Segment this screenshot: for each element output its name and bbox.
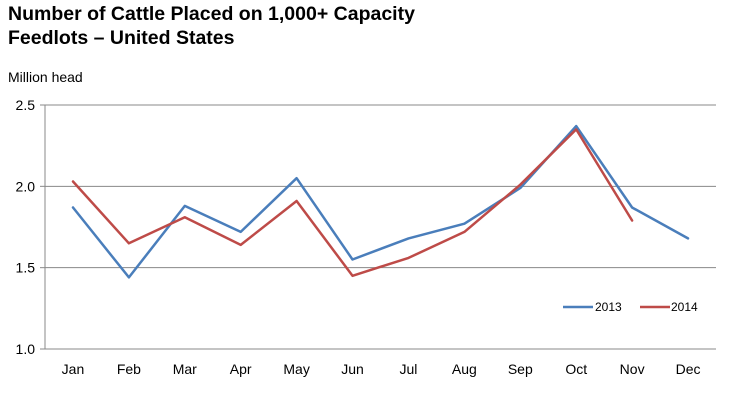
x-tick-label: Nov — [620, 361, 645, 377]
x-tick-label: Jan — [62, 361, 85, 377]
legend-label: 2013 — [595, 300, 622, 314]
x-tick-label: Aug — [452, 361, 477, 377]
legend: 2013 2014 — [563, 300, 698, 314]
x-tick-label: May — [283, 361, 309, 377]
data-point — [631, 206, 633, 209]
x-tick-label: Sep — [508, 361, 533, 377]
x-tick-label: Jul — [400, 361, 418, 377]
data-point — [183, 205, 186, 207]
data-point — [575, 125, 578, 127]
x-tick-label: Dec — [676, 361, 701, 377]
data-point — [407, 257, 410, 259]
y-tick-label: 2.0 — [16, 178, 36, 194]
data-point — [72, 206, 74, 209]
data-point — [687, 237, 689, 240]
chart-title-line1: Number of Cattle Placed on 1,000+ Capaci… — [8, 3, 415, 25]
data-point — [575, 128, 578, 131]
x-tick-label: Jun — [341, 361, 364, 377]
chart-title-line2: Feedlots – United States — [8, 27, 235, 49]
data-point — [72, 180, 74, 183]
data-point — [128, 242, 130, 245]
data-point — [295, 200, 298, 202]
data-point — [463, 231, 466, 233]
x-tick-label: Oct — [565, 361, 587, 377]
series-lines — [71, 124, 690, 279]
data-point — [519, 187, 522, 189]
x-tick-labels: Jan Feb Mar Apr May Jun Jul Aug Sep Oct Nov Dec — [62, 361, 701, 377]
x-tick-label: Mar — [173, 361, 197, 377]
series-line-2013 — [71, 124, 690, 279]
gridlines — [40, 104, 716, 350]
data-point — [351, 275, 354, 277]
data-point — [239, 244, 242, 246]
data-point — [407, 237, 410, 240]
data-point — [128, 276, 130, 279]
y-tick-labels: 1.0 1.5 2.0 2.5 — [16, 97, 36, 357]
y-tick-label: 1.0 — [16, 341, 36, 357]
y-axis-label: Million head — [8, 69, 83, 85]
data-point — [519, 183, 522, 186]
legend-label: 2014 — [671, 300, 698, 314]
data-point — [183, 216, 186, 219]
series-line-2014 — [71, 128, 634, 278]
data-point — [239, 231, 242, 233]
data-point — [463, 222, 466, 225]
x-tick-label: Feb — [117, 361, 141, 377]
y-tick-label: 1.5 — [16, 260, 36, 276]
data-point — [295, 177, 298, 179]
chart-title: Number of Cattle Placed on 1,000+ Capaci… — [8, 2, 608, 50]
data-point — [351, 258, 354, 261]
data-point — [631, 219, 633, 222]
x-tick-label: Apr — [230, 361, 252, 377]
y-tick-label: 2.5 — [16, 97, 36, 113]
